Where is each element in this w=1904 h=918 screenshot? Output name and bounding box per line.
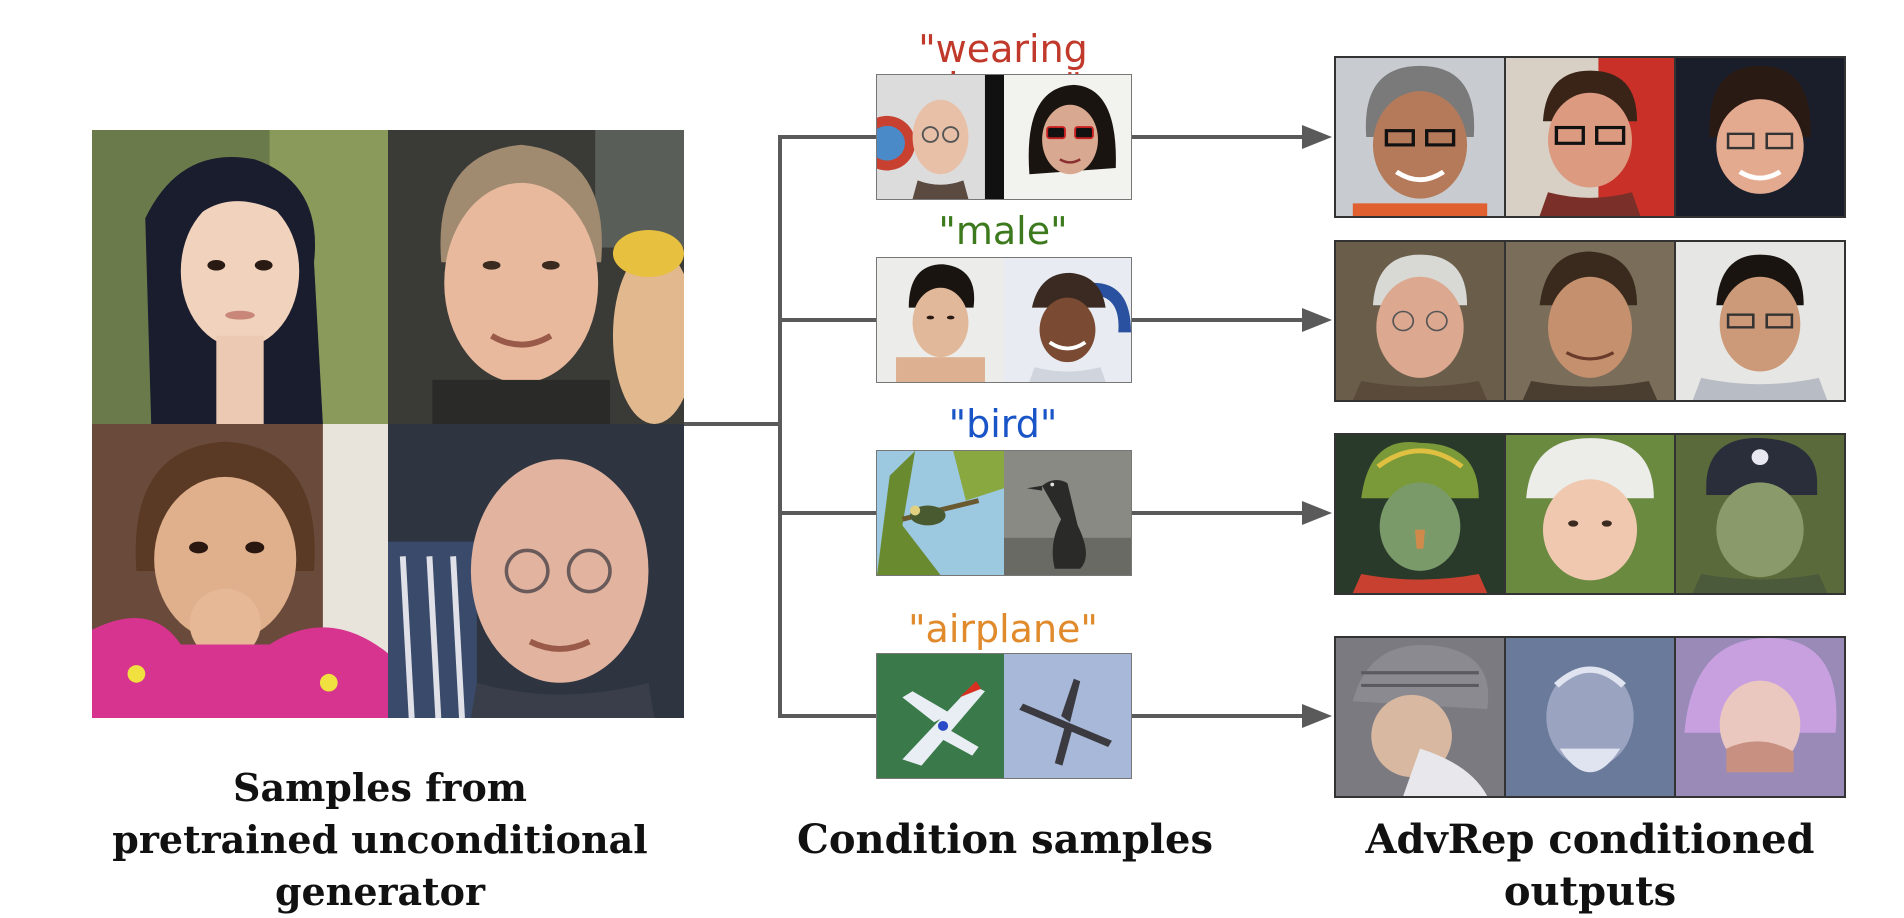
output-image-glasses-1 xyxy=(1336,58,1506,216)
output-image-bird-1 xyxy=(1336,435,1506,593)
caption-generator-line1: Samples from xyxy=(233,765,527,810)
caption-generator-line2: pretrained unconditional generator xyxy=(112,817,648,914)
caption-generator-samples: Samples from pretrained unconditional ge… xyxy=(20,762,740,918)
output-image-male-2 xyxy=(1506,242,1676,400)
condition-samples-male xyxy=(876,257,1132,383)
output-image-male-1 xyxy=(1336,242,1506,400)
output-image-airplane-2 xyxy=(1506,638,1676,796)
caption-advrep-outputs: AdvRep conditioned outputs xyxy=(1365,816,1815,915)
arrowhead-3 xyxy=(1302,501,1332,525)
output-image-airplane-1 xyxy=(1336,638,1506,796)
output-strip-airplane xyxy=(1334,636,1846,798)
condition-label-bird: "bird" xyxy=(948,402,1058,446)
output-image-bird-2 xyxy=(1506,435,1676,593)
generator-samples-grid xyxy=(92,130,684,718)
condition-label-airplane: "airplane" xyxy=(908,607,1098,651)
sample-image-3 xyxy=(92,424,388,718)
condition-samples-bird xyxy=(876,450,1132,576)
condition-image-male-2 xyxy=(1004,258,1131,382)
sample-image-4 xyxy=(388,424,684,718)
output-strip-glasses xyxy=(1334,56,1846,218)
condition-image-bird-2 xyxy=(1004,451,1131,575)
condition-image-airplane-1 xyxy=(877,654,1004,778)
output-image-glasses-3 xyxy=(1676,58,1844,216)
arrowhead-1 xyxy=(1302,125,1332,149)
condition-image-glasses-2 xyxy=(1004,75,1131,199)
sample-image-2 xyxy=(388,130,684,424)
output-image-bird-3 xyxy=(1676,435,1844,593)
arrowhead-2 xyxy=(1302,308,1332,332)
caption-condition-samples: Condition samples xyxy=(796,816,1213,863)
condition-samples-airplane xyxy=(876,653,1132,779)
arrowhead-4 xyxy=(1302,704,1332,728)
condition-image-glasses-1 xyxy=(877,75,1004,199)
connector-arrows xyxy=(684,125,1332,728)
output-strip-bird xyxy=(1334,433,1846,595)
output-image-male-3 xyxy=(1676,242,1844,400)
condition-label-male: "male" xyxy=(938,209,1068,253)
condition-image-bird-1 xyxy=(877,451,1004,575)
output-image-glasses-2 xyxy=(1506,58,1676,216)
condition-samples-glasses xyxy=(876,74,1132,200)
condition-image-male-1 xyxy=(877,258,1004,382)
condition-image-airplane-2 xyxy=(1004,654,1131,778)
output-image-airplane-3 xyxy=(1676,638,1844,796)
output-strip-male xyxy=(1334,240,1846,402)
sample-image-1 xyxy=(92,130,388,424)
